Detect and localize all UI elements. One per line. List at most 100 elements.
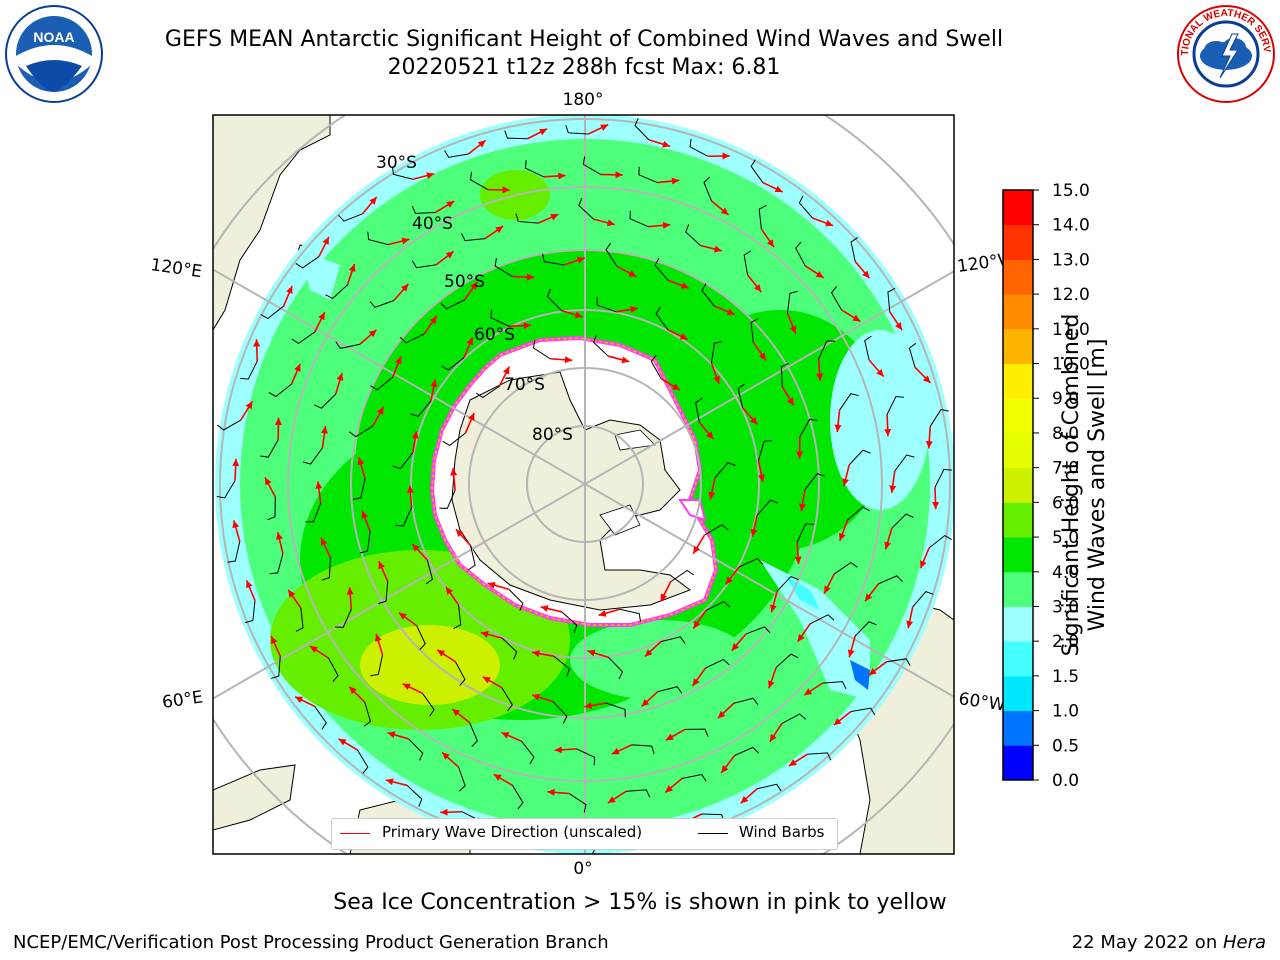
wind-barb bbox=[894, 454, 915, 472]
wave-direction-arrowhead bbox=[680, 282, 689, 289]
wind-barb bbox=[501, 687, 513, 712]
wind-barb bbox=[515, 213, 539, 224]
legend-wave-label: Primary Wave Direction (unscaled) bbox=[382, 823, 643, 841]
wave-direction-arrowhead bbox=[387, 731, 396, 739]
wave-direction-arrowhead bbox=[482, 676, 491, 684]
wave-direction-arrowhead bbox=[787, 397, 794, 406]
colorbar-segment bbox=[1003, 432, 1033, 469]
wind-barb bbox=[787, 290, 798, 314]
wave-direction-arrowhead bbox=[842, 478, 849, 487]
wind-barb bbox=[425, 559, 434, 585]
lon-label-60w: 60°W bbox=[957, 689, 1006, 715]
wave-direction-arrowhead bbox=[576, 256, 585, 264]
wind-barb bbox=[886, 658, 911, 667]
wind-barb bbox=[685, 224, 701, 246]
wind-barb bbox=[576, 748, 596, 766]
wind-barb bbox=[830, 286, 842, 311]
lat-label-40s: 40°S bbox=[412, 214, 453, 234]
credit-text: NCEP/EMC/Verification Post Processing Pr… bbox=[13, 932, 609, 953]
wind-barb bbox=[338, 213, 363, 222]
wind-barb bbox=[352, 478, 366, 500]
wind-barb bbox=[596, 297, 617, 313]
wave-direction-arrowhead bbox=[825, 219, 834, 227]
colorbar-frame bbox=[1002, 189, 1034, 781]
colorbar: 0.0 0.5 1.0 1.5 2.0 3.0 4.0 5.0 6.0 7.0 8.0 9.0 10.0… bbox=[1002, 181, 1090, 791]
lon-label-60e: 60°E bbox=[161, 687, 204, 712]
wave-direction-arrowhead bbox=[834, 424, 842, 433]
wind-barb bbox=[799, 418, 818, 437]
wave-direction-arrowhead bbox=[346, 587, 354, 595]
wind-barb bbox=[757, 783, 782, 792]
lon-label-0: 0° bbox=[573, 859, 592, 879]
wave-direction-arrowhead bbox=[446, 201, 455, 208]
wave-direction-arrowhead bbox=[318, 312, 325, 321]
wave-direction-arrowhead bbox=[271, 636, 278, 645]
wave-direction-arrowhead bbox=[450, 468, 458, 476]
wind-barb bbox=[391, 166, 413, 180]
wind-barb bbox=[657, 686, 683, 694]
wind-barb bbox=[864, 335, 872, 361]
wave-direction-arrowhead bbox=[692, 678, 700, 686]
wave-direction-arrowhead bbox=[868, 668, 877, 676]
wind-barb bbox=[695, 397, 703, 423]
wind-barb bbox=[619, 608, 641, 622]
wind-barb bbox=[878, 575, 903, 585]
wind-barb bbox=[781, 713, 806, 724]
wave-direction-arrowhead bbox=[402, 683, 411, 690]
wind-barb bbox=[521, 741, 535, 765]
wind-barb bbox=[453, 604, 462, 629]
wind-barb bbox=[757, 440, 773, 461]
wind-barb bbox=[887, 287, 896, 312]
wind-barb bbox=[756, 499, 779, 516]
wind-barb bbox=[321, 557, 331, 581]
wind-barb bbox=[542, 253, 565, 266]
wind-barb bbox=[655, 306, 669, 331]
wind-barb bbox=[605, 242, 618, 267]
wave-direction-arrowhead bbox=[246, 580, 253, 589]
wave-direction-arrowhead bbox=[378, 561, 385, 570]
wind-barb bbox=[291, 331, 316, 344]
wind-barb bbox=[714, 462, 736, 479]
wave-direction-arrowhead bbox=[833, 717, 842, 726]
wind-barb bbox=[267, 496, 276, 521]
wave-direction-arrowhead bbox=[693, 545, 700, 554]
wave-direction-arrowhead bbox=[644, 649, 653, 657]
wave-direction-arrowhead bbox=[693, 620, 701, 629]
wave-direction-arrowhead bbox=[671, 177, 680, 185]
wave-direction-arrowhead bbox=[797, 633, 805, 642]
wave-direction-arrowhead bbox=[470, 281, 478, 290]
wind-barb bbox=[245, 600, 256, 624]
colorbar-tick-label: 0.5 bbox=[1052, 736, 1079, 756]
wave-direction-arrowhead bbox=[468, 412, 475, 421]
wave-direction-arrowhead bbox=[401, 237, 410, 245]
wave-direction-arrowhead bbox=[338, 738, 347, 746]
wind-barb bbox=[422, 693, 435, 717]
wind-barb bbox=[440, 299, 465, 310]
graticule bbox=[213, 115, 954, 854]
wind-barb bbox=[508, 588, 524, 611]
colorbar-tick-label: 2.0 bbox=[1052, 632, 1079, 652]
wave-direction-arrowhead bbox=[607, 796, 616, 804]
wave-direction-arrowhead bbox=[906, 620, 914, 629]
wave-direction-arrowhead bbox=[336, 373, 344, 381]
wind-barb bbox=[469, 722, 479, 747]
wind-barb bbox=[328, 657, 339, 683]
colorbar-tick-label: 4.0 bbox=[1052, 563, 1079, 583]
wave-direction-arrowhead bbox=[774, 185, 783, 193]
wind-barb bbox=[582, 156, 601, 175]
wave-direction-arrowhead bbox=[320, 426, 328, 434]
wave-direction-arrowhead bbox=[406, 485, 414, 494]
wave-direction-arrowhead bbox=[852, 314, 861, 322]
wave-direction-arrowhead bbox=[456, 529, 464, 538]
wave-direction-arrowhead bbox=[750, 528, 758, 537]
wave-direction-arrowhead bbox=[611, 747, 620, 755]
wave-direction-arrowhead bbox=[665, 733, 674, 741]
wave-direction-arrowhead bbox=[554, 746, 562, 754]
wind-barb bbox=[442, 432, 466, 446]
wind-barb bbox=[406, 785, 423, 807]
colorbar-tick-label: 1.5 bbox=[1052, 667, 1079, 687]
legend-wind-label: Wind Barbs bbox=[739, 823, 825, 841]
date-label: 22 May 2022 on bbox=[1071, 932, 1223, 953]
wave-direction-arrowhead bbox=[288, 589, 296, 598]
wind-barb bbox=[270, 656, 281, 679]
